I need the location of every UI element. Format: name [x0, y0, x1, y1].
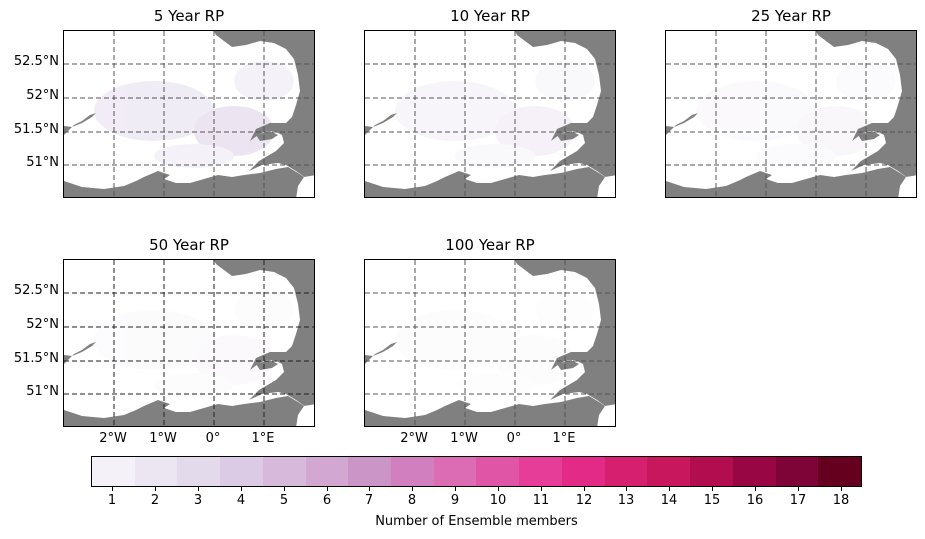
- colorbar: [91, 456, 862, 487]
- colorbar-tick-mark: [584, 487, 585, 491]
- colorbar-tick-label: 16: [746, 493, 764, 508]
- longitude-label: 1°E: [251, 431, 275, 446]
- colorbar-segment: [262, 457, 306, 486]
- latitude-label: 51°N: [26, 384, 59, 399]
- colorbar-segment: [433, 457, 477, 486]
- longitude-label: 2°W: [400, 431, 428, 446]
- colorbar-tick-mark: [755, 487, 756, 491]
- colorbar-tick-mark: [369, 487, 370, 491]
- colorbar-tick-mark: [455, 487, 456, 491]
- latitude-label: 52.5°N: [13, 54, 59, 69]
- longitude-label: 0°: [506, 431, 522, 446]
- colorbar-tick-label: 11: [532, 493, 550, 508]
- colorbar-tick-mark: [798, 487, 799, 491]
- colorbar-tick-mark: [112, 487, 113, 491]
- colorbar-tick-label: 5: [279, 493, 289, 508]
- colorbar-segment: [92, 457, 135, 486]
- colorbar-tick-mark: [669, 487, 670, 491]
- latitude-label: 51°N: [26, 155, 59, 170]
- colorbar-label: Number of Ensemble members: [375, 514, 578, 529]
- colorbar-tick-label: 3: [193, 493, 203, 508]
- colorbar-tick-label: 12: [575, 493, 593, 508]
- colorbar-tick-label: 18: [832, 493, 850, 508]
- latitude-label: 52.5°N: [13, 283, 59, 298]
- colorbar-segment: [134, 457, 178, 486]
- map-panel: [63, 30, 315, 198]
- longitude-label: 0°: [205, 431, 221, 446]
- map-panel: [665, 30, 917, 198]
- colorbar-tick-mark: [412, 487, 413, 491]
- map-panel: [63, 259, 315, 427]
- colorbar-tick-label: 17: [789, 493, 807, 508]
- panel-title: 5 Year RP: [153, 7, 225, 25]
- colorbar-segment: [561, 457, 605, 486]
- colorbar-tick-mark: [841, 487, 842, 491]
- colorbar-segment: [177, 457, 221, 486]
- colorbar-tick-mark: [626, 487, 627, 491]
- colorbar-tick-mark: [498, 487, 499, 491]
- colorbar-tick-label: 7: [364, 493, 374, 508]
- colorbar-tick-label: 13: [617, 493, 635, 508]
- colorbar-segment: [690, 457, 733, 486]
- latitude-label: 52°N: [26, 317, 59, 332]
- colorbar-tick-mark: [241, 487, 242, 491]
- longitude-label: 1°W: [450, 431, 478, 446]
- colorbar-tick-mark: [327, 487, 328, 491]
- panel-title: 25 Year RP: [751, 7, 831, 25]
- colorbar-tick-mark: [541, 487, 542, 491]
- colorbar-segment: [732, 457, 776, 486]
- colorbar-tick-label: 10: [489, 493, 507, 508]
- colorbar-segment: [818, 457, 861, 486]
- colorbar-tick-mark: [198, 487, 199, 491]
- colorbar-segment: [476, 457, 520, 486]
- colorbar-tick-label: 4: [236, 493, 246, 508]
- colorbar-tick-label: 8: [407, 493, 417, 508]
- colorbar-tick-mark: [155, 487, 156, 491]
- colorbar-tick-label: 9: [450, 493, 460, 508]
- colorbar-tick-mark: [712, 487, 713, 491]
- colorbar-tick-label: 2: [150, 493, 160, 508]
- colorbar-segment: [604, 457, 648, 486]
- latitude-label: 52°N: [26, 88, 59, 103]
- colorbar-tick-mark: [284, 487, 285, 491]
- panel-title: 50 Year RP: [149, 236, 229, 254]
- colorbar-segment: [220, 457, 263, 486]
- colorbar-segment: [519, 457, 562, 486]
- colorbar-tick-label: 6: [322, 493, 332, 508]
- map-panel: [364, 259, 616, 427]
- colorbar-segment: [775, 457, 819, 486]
- longitude-label: 1°W: [149, 431, 177, 446]
- latitude-label: 51.5°N: [13, 122, 59, 137]
- longitude-label: 2°W: [99, 431, 127, 446]
- colorbar-segment: [305, 457, 349, 486]
- latitude-label: 51.5°N: [13, 351, 59, 366]
- panel-title: 100 Year RP: [445, 236, 535, 254]
- colorbar-segment: [391, 457, 434, 486]
- longitude-label: 1°E: [552, 431, 576, 446]
- colorbar-tick-label: 14: [660, 493, 678, 508]
- panel-title: 10 Year RP: [450, 7, 530, 25]
- colorbar-tick-label: 1: [107, 493, 117, 508]
- colorbar-segment: [348, 457, 392, 486]
- colorbar-tick-label: 15: [703, 493, 721, 508]
- map-panel: [364, 30, 616, 198]
- colorbar-segment: [647, 457, 691, 486]
